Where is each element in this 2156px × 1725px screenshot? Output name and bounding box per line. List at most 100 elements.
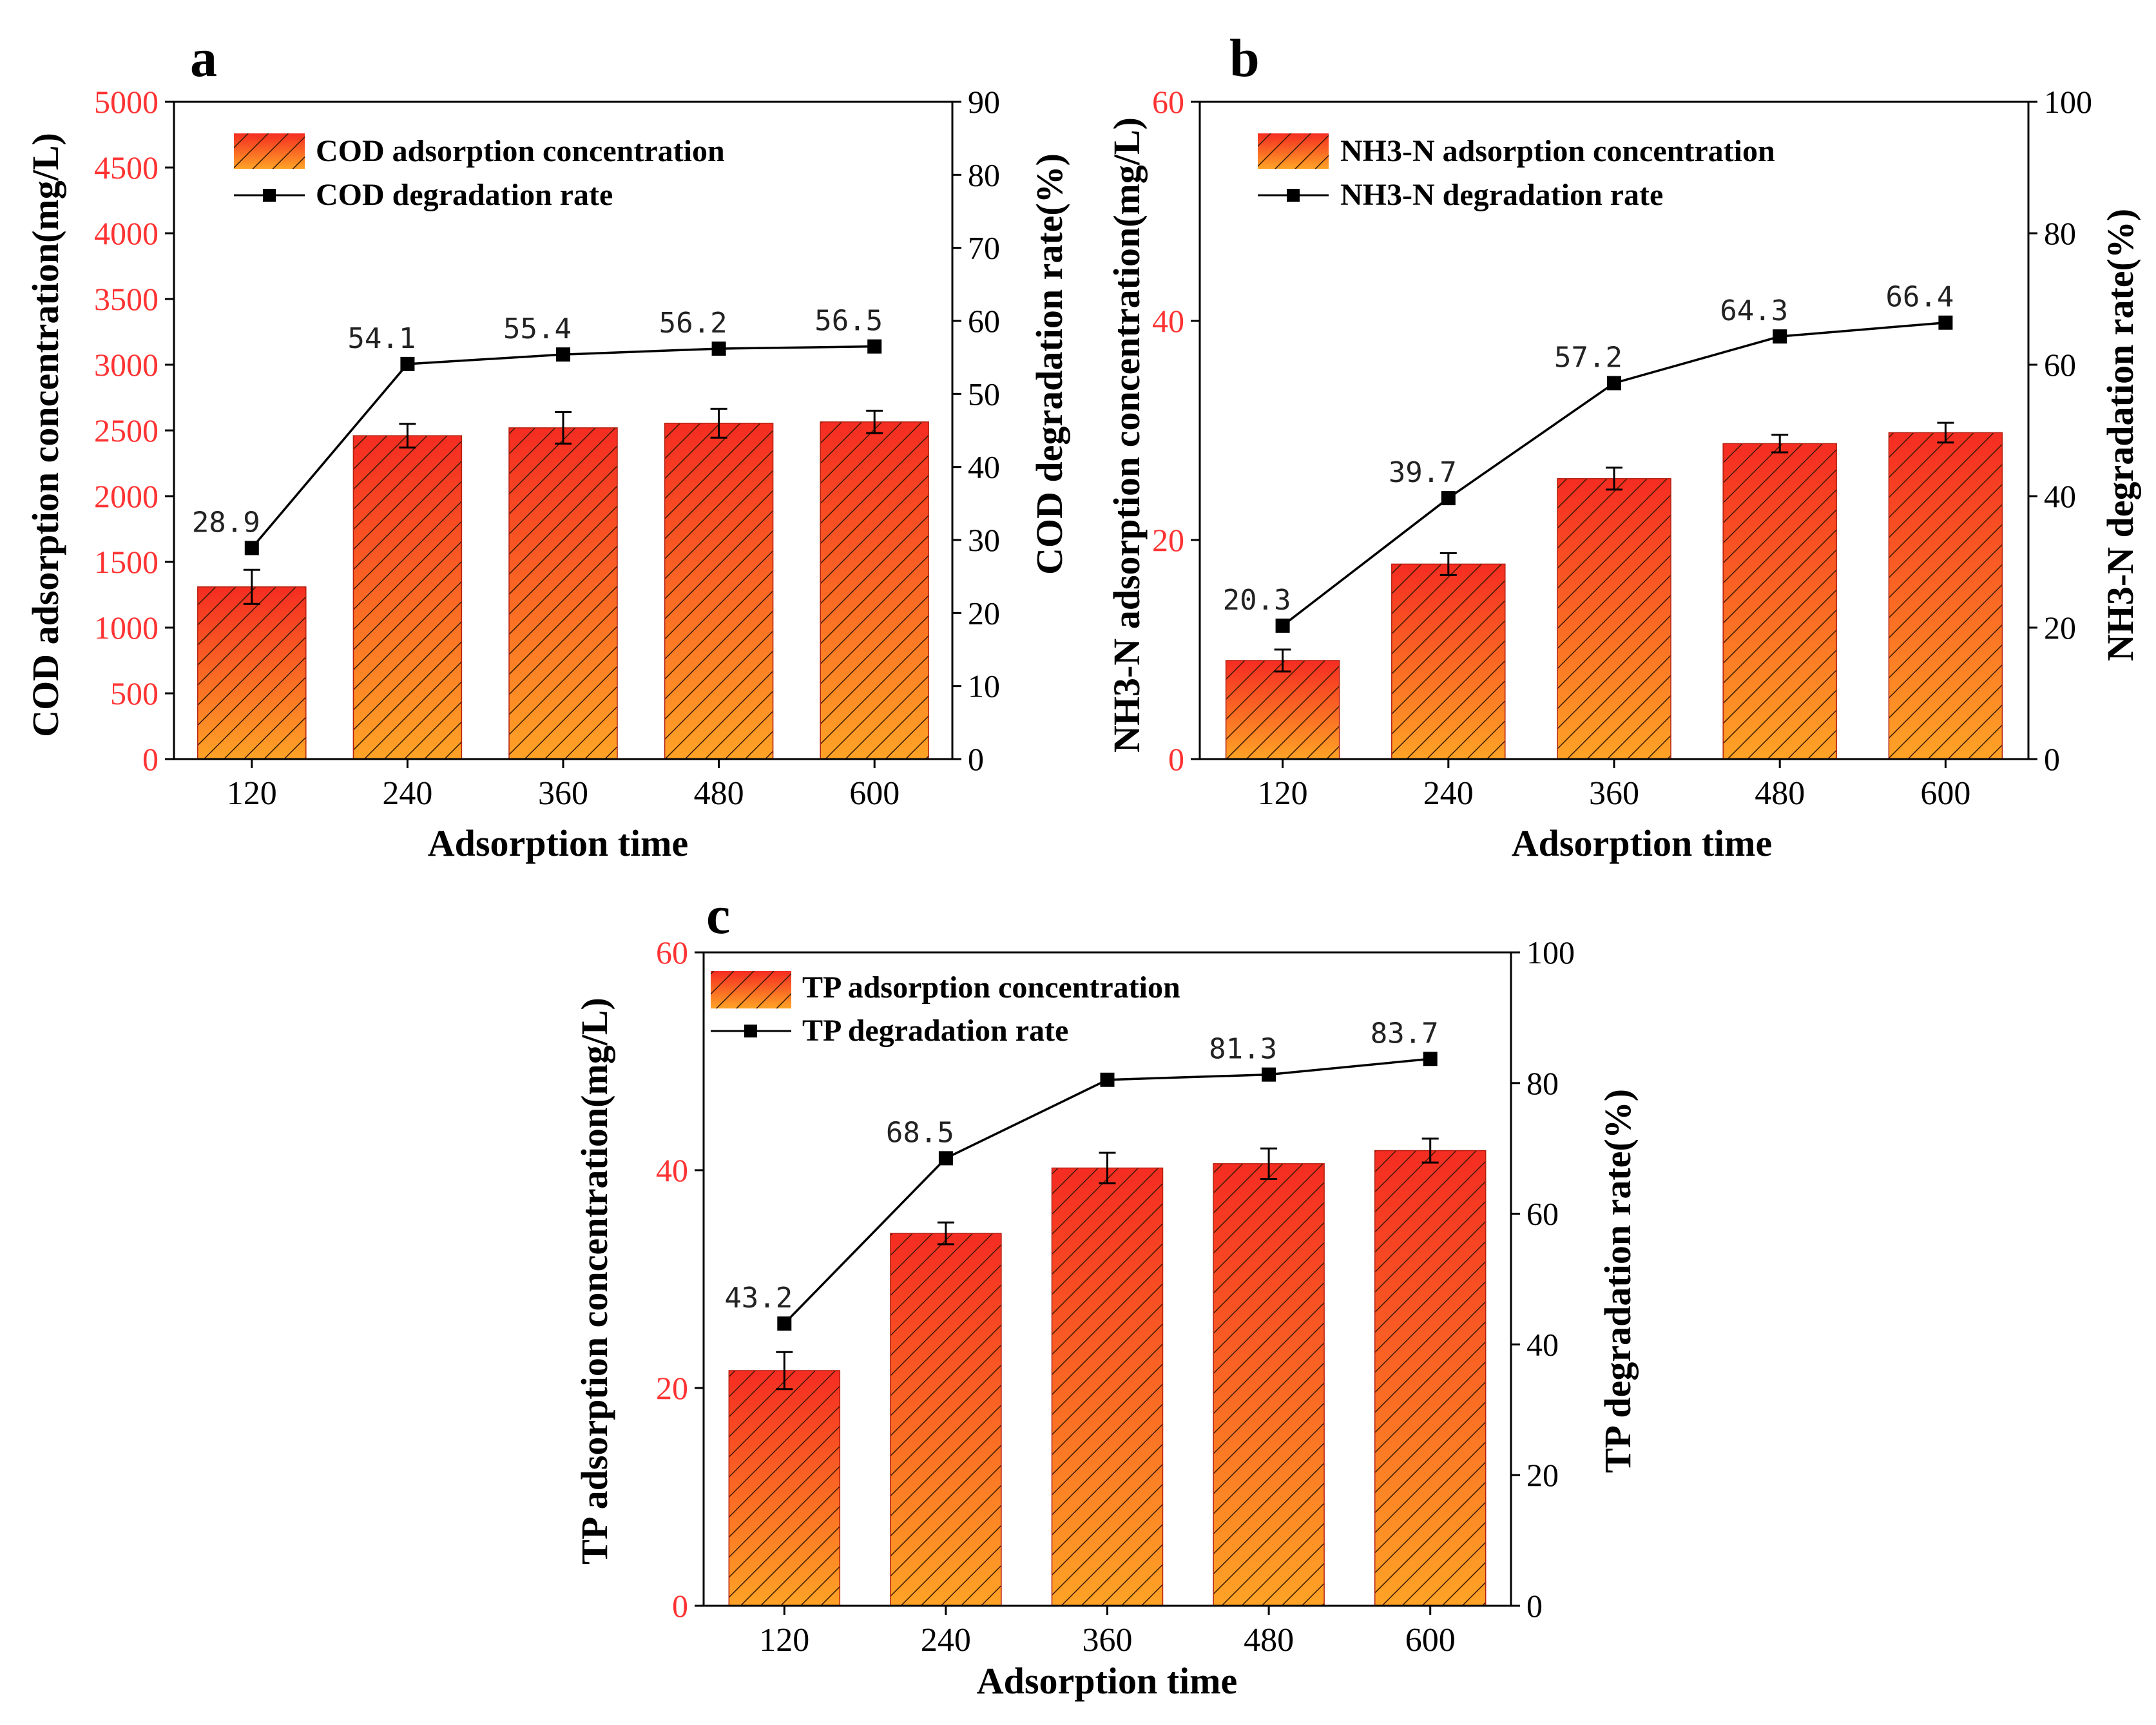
legend-bar-hatch <box>1258 133 1329 169</box>
panel-c-ylabel-left: TP adsorption concentration(mg/L) <box>573 997 615 1565</box>
y-tick-label-right: 20 <box>1526 1457 1559 1493</box>
bar-hatch <box>664 423 773 759</box>
y-tick-label-right: 20 <box>2044 610 2076 646</box>
panel-b: b 20.339.757.264.3 66.4020406002040608010… <box>1106 28 2141 864</box>
line-point <box>867 339 882 354</box>
line-point <box>1938 315 1953 330</box>
legend-bar-label: TP adsorption concentration <box>802 970 1180 1005</box>
bar-hatch <box>1226 660 1340 759</box>
panel-a-axes: 28.954.1 55.4 56.2 56.505001000150020002500… <box>94 84 1000 812</box>
data-label: 81.3 <box>1209 1033 1277 1066</box>
y-tick-label-left: 4000 <box>94 215 159 251</box>
panel-c-xlabel: Adsorption time <box>977 1660 1237 1702</box>
line-point <box>777 1316 792 1331</box>
y-tick-label-right: 30 <box>968 522 1000 558</box>
panel-b-ylabel-left: NH3-N adsorption concentration(mg/L) <box>1106 117 1148 753</box>
y-tick-label-right: 80 <box>2044 215 2076 251</box>
y-tick-label-left: 3000 <box>94 347 159 383</box>
y-tick-label-right: 90 <box>968 84 1000 120</box>
bar-hatch <box>197 586 306 759</box>
y-tick-label-right: 0 <box>2044 741 2060 777</box>
legend-line-marker <box>1287 189 1300 202</box>
line-point <box>244 541 259 555</box>
y-tick-label-left: 1000 <box>94 610 159 646</box>
x-tick-label: 480 <box>1244 1622 1294 1659</box>
y-tick-label-left: 5000 <box>94 84 159 120</box>
y-tick-label-right: 40 <box>968 449 1000 485</box>
y-tick-label-left: 20 <box>656 1370 688 1406</box>
panel-a: a 28.954.1 55.4 56.2 56.5050010001500200025… <box>24 28 1070 864</box>
x-tick-label: 120 <box>759 1622 809 1659</box>
x-tick-label: 120 <box>227 775 277 812</box>
panel-letter-a: a <box>190 28 217 88</box>
line-point <box>1100 1072 1115 1087</box>
panel-c-ylabel-right: TP degradation rate(%) <box>1597 1089 1639 1473</box>
data-label: 39.7 <box>1389 456 1457 489</box>
data-label: 43.2 <box>724 1282 793 1315</box>
y-tick-label-left: 0 <box>672 1588 688 1624</box>
data-label: 20.3 <box>1223 584 1291 617</box>
panel-a-ylabel-right: COD degradation rate(%) <box>1028 153 1070 575</box>
bar-hatch <box>353 436 462 759</box>
bar-hatch <box>820 421 929 759</box>
legend-line-marker <box>744 1025 757 1037</box>
y-tick-label-right: 40 <box>1526 1326 1559 1362</box>
legend-line-label: COD degradation rate <box>316 178 613 212</box>
line-point <box>400 356 415 371</box>
y-tick-label-left: 40 <box>656 1152 688 1188</box>
y-tick-label-left: 40 <box>1152 303 1184 339</box>
y-tick-label-left: 0 <box>142 741 159 777</box>
x-tick-label: 360 <box>538 775 588 812</box>
y-tick-label-right: 10 <box>968 668 1000 704</box>
y-tick-label-right: 40 <box>2044 478 2076 514</box>
y-tick-label-right: 0 <box>1526 1588 1543 1624</box>
y-tick-label-left: 3500 <box>94 281 159 317</box>
y-tick-label-left: 60 <box>1152 84 1184 120</box>
panel-b-legend: NH3-N adsorption concentration NH3-N deg… <box>1258 133 1775 212</box>
panel-c-legend: TP adsorption concentration TP degradati… <box>711 970 1180 1048</box>
x-tick-label: 360 <box>1589 775 1639 812</box>
y-tick-label-left: 20 <box>1152 522 1184 558</box>
panel-c: c 43.268.581.3 83.70204060020406080100120… <box>573 885 1639 1702</box>
y-tick-label-right: 100 <box>2044 84 2092 120</box>
legend-line-label: NH3-N degradation rate <box>1340 178 1663 212</box>
data-label: 28.9 <box>192 506 260 539</box>
data-label: 83.7 <box>1371 1017 1439 1050</box>
y-tick-label-right: 70 <box>968 230 1000 266</box>
y-tick-label-left: 4500 <box>94 149 159 186</box>
line-point <box>1441 491 1456 506</box>
y-tick-label-right: 0 <box>968 741 984 777</box>
x-tick-label: 480 <box>1755 775 1805 812</box>
line-point <box>1275 618 1290 633</box>
x-tick-label: 120 <box>1258 775 1308 812</box>
line-point <box>556 347 570 362</box>
panel-b-axes: 20.339.757.264.3 66.402040600204060801001… <box>1152 84 2092 812</box>
x-tick-label: 240 <box>382 775 432 812</box>
data-label: 54.1 <box>347 322 416 355</box>
legend-line-label: TP degradation rate <box>802 1014 1068 1048</box>
bar-hatch <box>1052 1168 1163 1606</box>
bar-hatch <box>890 1233 1001 1606</box>
line-point <box>1423 1052 1438 1066</box>
data-label: 66.4 <box>1885 281 1954 314</box>
line-point <box>711 342 726 356</box>
x-tick-label: 600 <box>1920 775 1970 812</box>
data-label: 57.2 <box>1554 342 1622 374</box>
x-tick-label: 480 <box>694 775 744 812</box>
bar-hatch <box>729 1370 840 1606</box>
panel-a-ylabel-left: COD adsorption concentration(mg/L) <box>24 133 66 737</box>
line-point <box>1262 1067 1276 1082</box>
bar-hatch <box>1557 478 1671 759</box>
bar-hatch <box>1391 564 1505 759</box>
x-tick-label: 600 <box>1405 1622 1456 1659</box>
x-tick-label: 240 <box>921 1622 971 1659</box>
legend-bar-label: COD adsorption concentration <box>316 134 725 168</box>
data-label: 56.2 <box>659 307 727 340</box>
y-tick-label-right: 60 <box>1526 1196 1559 1232</box>
bar-hatch <box>509 427 617 759</box>
line-point <box>1773 329 1787 344</box>
y-tick-label-left: 2500 <box>94 412 159 448</box>
x-tick-label: 600 <box>849 775 900 812</box>
legend-bar-hatch <box>234 133 305 169</box>
bar-hatch <box>1213 1163 1325 1606</box>
